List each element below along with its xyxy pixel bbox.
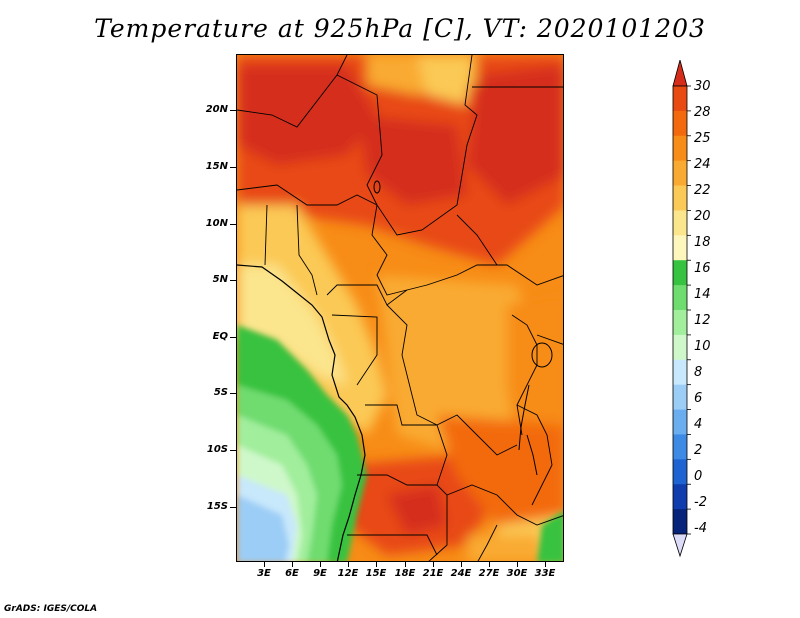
lat-tick	[230, 507, 236, 508]
colorbar-label-25: 25	[694, 131, 711, 146]
lon-label-24e: 24E	[450, 568, 472, 579]
lat-label-15s: 15S	[206, 501, 228, 512]
lat-tick	[230, 224, 236, 225]
colorbar-segment	[673, 135, 687, 162]
lat-tick	[230, 393, 236, 394]
lon-label-21e: 21E	[422, 568, 444, 579]
colorbar-segment	[673, 409, 687, 435]
colorbar-segment	[673, 86, 687, 112]
lat-tick	[230, 280, 236, 281]
lon-tick	[264, 562, 265, 567]
lat-label-5s: 5S	[213, 387, 228, 398]
colorbar-segment	[673, 260, 687, 286]
colorbar-segment	[673, 210, 687, 236]
lon-tick	[517, 562, 518, 567]
lon-label-6e: 6E	[285, 568, 299, 579]
colorbar-label-6: 6	[694, 391, 703, 406]
lat-label-10s: 10S	[206, 444, 228, 455]
colorbar-label-12: 12	[694, 313, 711, 328]
colorbar-label-20: 20	[694, 209, 711, 224]
colorbar-label-0: 0	[694, 469, 703, 484]
lon-label-30e: 30E	[506, 568, 528, 579]
colorbar-segment	[673, 434, 687, 460]
colorbar-label-30: 30	[694, 79, 711, 94]
colorbar-under-triangle	[672, 533, 688, 558]
lat-label-15n: 15N	[205, 161, 228, 172]
lon-tick	[545, 562, 546, 567]
lon-tick	[405, 562, 406, 567]
lon-tick	[433, 562, 434, 567]
colorbar-label-10: 10	[694, 339, 711, 354]
colorbar-segment	[673, 310, 687, 336]
lon-tick	[376, 562, 377, 567]
colorbar-label-18: 18	[694, 235, 711, 250]
colorbar-segment	[673, 359, 687, 386]
lat-tick	[230, 337, 236, 338]
lon-tick	[489, 562, 490, 567]
colorbar-segment	[673, 459, 687, 485]
temperature-map	[236, 54, 564, 562]
lon-tick	[348, 562, 349, 567]
lon-label-9e: 9E	[313, 568, 327, 579]
colorbar-label-22: 22	[694, 183, 711, 198]
colorbar-segment	[673, 185, 687, 211]
lat-tick	[230, 167, 236, 168]
lon-label-15e: 15E	[365, 568, 387, 579]
lon-label-12e: 12E	[337, 568, 359, 579]
lon-label-33e: 33E	[534, 568, 556, 579]
colorbar	[672, 60, 691, 558]
lon-label-3e: 3E	[257, 568, 271, 579]
colorbar-label-28: 28	[694, 105, 711, 120]
colorbar-label-24: 24	[694, 157, 711, 172]
lat-label-eq: EQ	[212, 331, 228, 342]
colorbar-over-triangle	[672, 60, 688, 87]
lon-label-27e: 27E	[478, 568, 500, 579]
colorbar-segment	[673, 110, 687, 137]
colorbar-segment	[673, 484, 687, 510]
grads-credit: GrADS: IGES/COLA	[4, 604, 98, 614]
lon-tick	[320, 562, 321, 567]
colorbar-label-4: 4	[694, 417, 703, 432]
colorbar-label-8: 8	[694, 365, 703, 380]
colorbar-segment	[673, 384, 687, 411]
colorbar-label-minus-2: -2	[694, 495, 707, 510]
colorbar-segment	[673, 160, 687, 187]
temperature-field	[237, 55, 563, 561]
colorbar-label-minus-4: -4	[694, 521, 707, 536]
lat-label-10n: 10N	[205, 218, 228, 229]
lat-label-5n: 5N	[212, 274, 228, 285]
lat-tick	[230, 110, 236, 111]
lat-label-20n: 20N	[205, 104, 228, 115]
colorbar-segment	[673, 285, 687, 311]
lat-tick	[230, 450, 236, 451]
lon-tick	[461, 562, 462, 567]
map-title: Temperature at 925hPa [C], VT: 202010120…	[94, 14, 706, 43]
colorbar-segment	[673, 334, 687, 361]
colorbar-label-14: 14	[694, 287, 711, 302]
colorbar-label-16: 16	[694, 261, 711, 276]
lon-label-18e: 18E	[394, 568, 416, 579]
colorbar-label-2: 2	[694, 443, 703, 458]
colorbar-segment	[673, 509, 687, 535]
lon-tick	[292, 562, 293, 567]
colorbar-segment	[673, 235, 687, 261]
